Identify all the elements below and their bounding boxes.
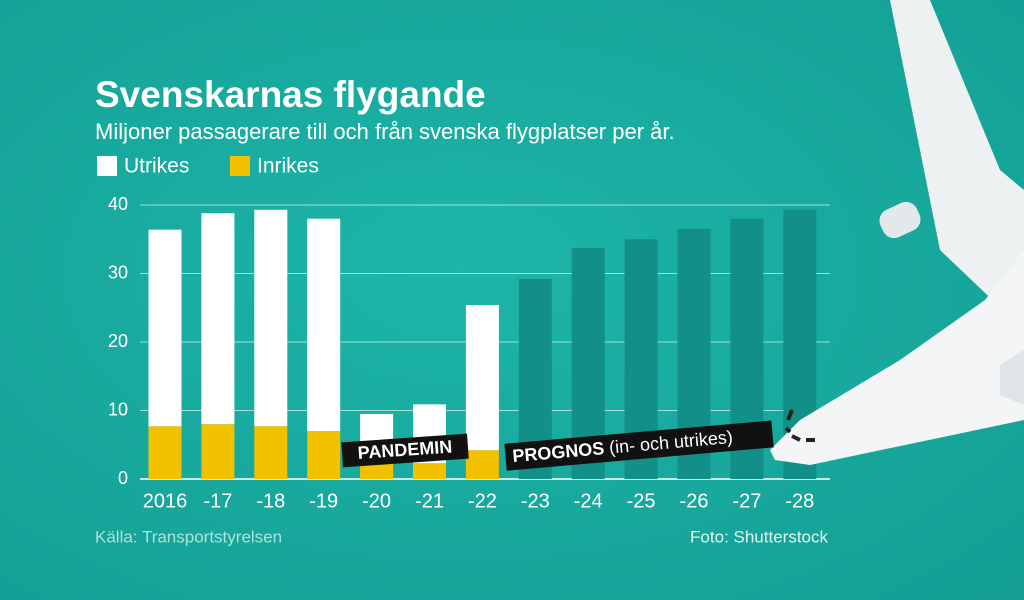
x-tick-label: 2016 <box>143 490 188 512</box>
x-tick-label: -19 <box>309 490 338 512</box>
source: Källa: Transportstyrelsen <box>95 527 282 546</box>
bar-segment <box>148 426 182 479</box>
legend-swatch <box>97 156 117 176</box>
bar-segment <box>148 229 182 427</box>
bar-segment <box>254 209 288 427</box>
legend-label: Inrikes <box>257 155 319 178</box>
bar-segment <box>201 213 235 425</box>
legend-swatch <box>230 156 250 176</box>
x-tick-label: -21 <box>415 490 444 512</box>
x-tick-label: -18 <box>256 490 285 512</box>
x-tick-label: -28 <box>785 490 814 512</box>
x-tick-label: -22 <box>468 490 497 512</box>
legend: Utrikes Inrikes <box>97 155 319 178</box>
bar-segment <box>465 450 499 479</box>
chart-subtitle: Miljoner passagerare till och från svens… <box>95 119 675 144</box>
y-tick-label: 10 <box>108 399 128 419</box>
y-tick-label: 40 <box>108 194 128 214</box>
bar-segment <box>201 424 235 479</box>
bar-segment <box>307 431 341 479</box>
x-tick-label: -17 <box>203 490 232 512</box>
y-tick-label: 20 <box>108 331 128 351</box>
y-tick-label: 0 <box>118 468 128 488</box>
pandemic-label: PANDEMIN <box>341 433 469 468</box>
bar-segment <box>360 463 394 479</box>
x-tick-label: -26 <box>680 490 709 512</box>
chart-title: Svenskarnas flygande <box>95 74 486 115</box>
bar-segment <box>413 463 446 479</box>
x-tick-label: -23 <box>521 490 550 512</box>
bar-segment <box>465 305 499 451</box>
photo-credit: Foto: Shutterstock <box>690 527 828 546</box>
legend-label: Utrikes <box>124 155 189 178</box>
bar-segment <box>307 218 341 432</box>
x-tick-label: -27 <box>732 490 761 512</box>
x-tick-label: -20 <box>362 490 391 512</box>
label-box <box>341 433 469 468</box>
y-tick-label: 30 <box>108 262 128 282</box>
bar-segment <box>254 426 288 479</box>
x-tick-label: -24 <box>574 490 603 512</box>
x-tick-label: -25 <box>627 490 656 512</box>
label-box <box>504 420 774 471</box>
airplane <box>770 0 1024 465</box>
